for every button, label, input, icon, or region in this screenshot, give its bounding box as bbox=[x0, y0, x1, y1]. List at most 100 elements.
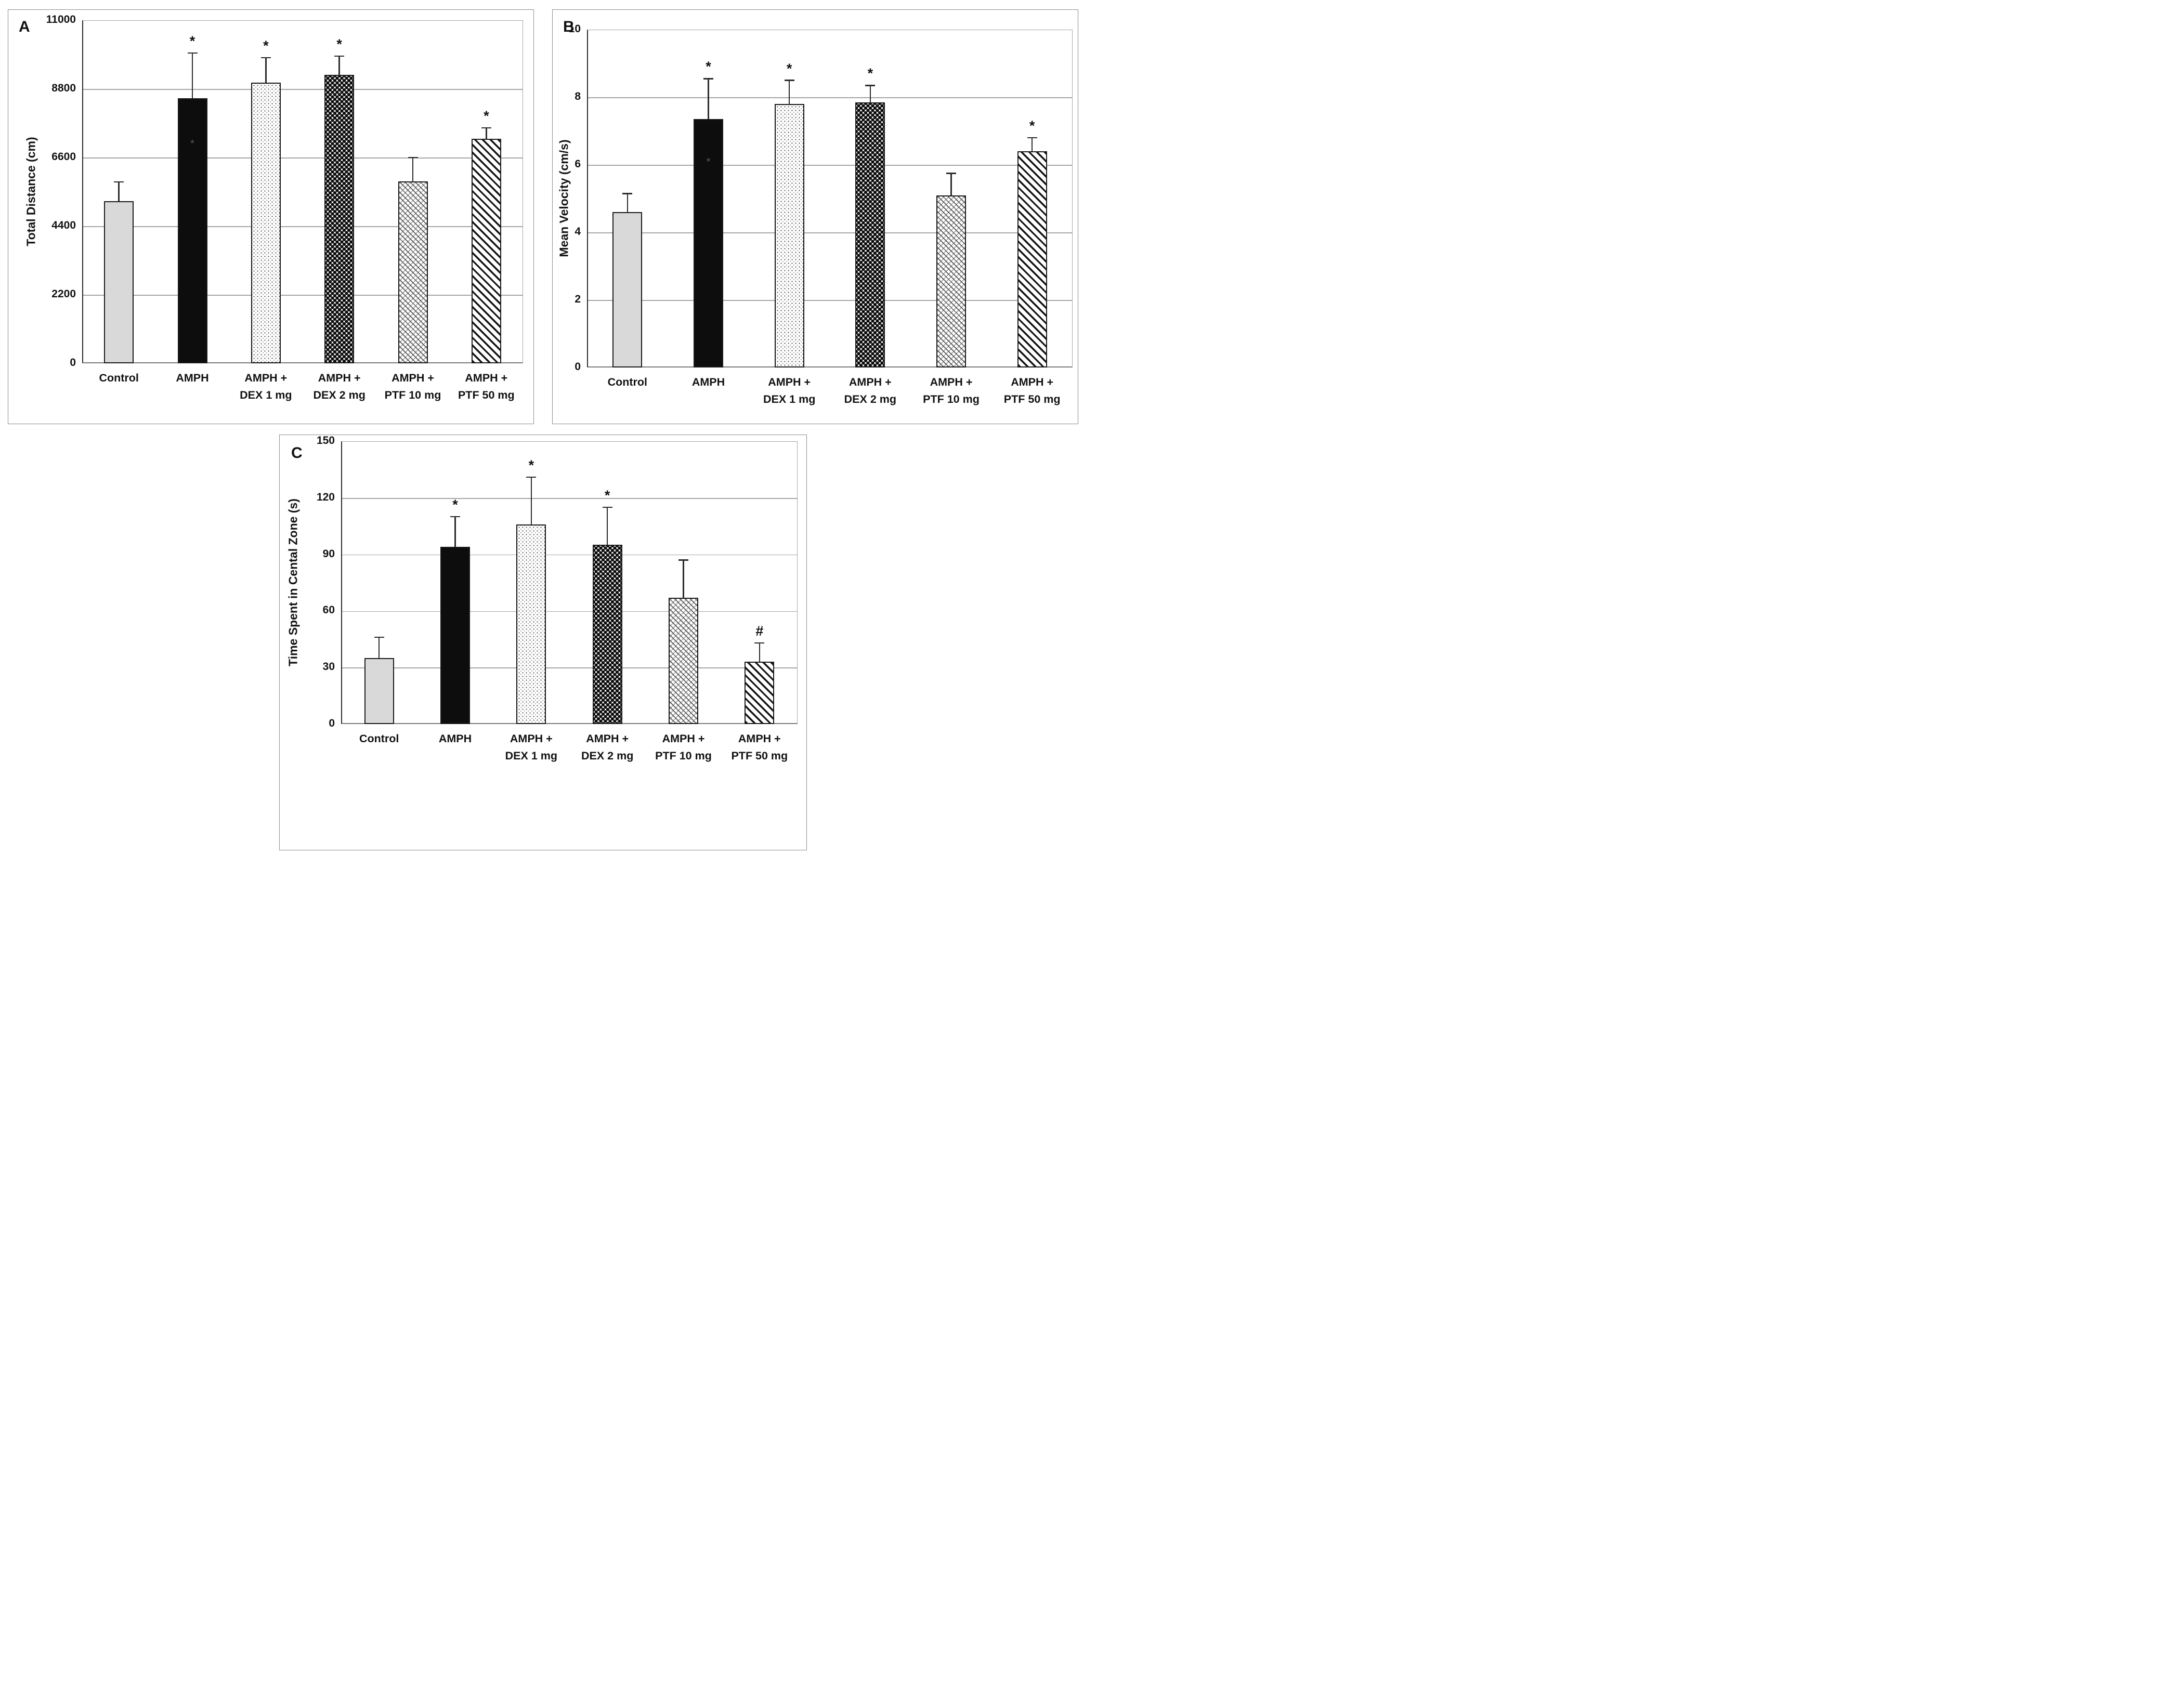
y-tick-label: 8 bbox=[575, 90, 581, 102]
error-bar-stem bbox=[869, 85, 871, 102]
category-label: AMPH bbox=[664, 374, 753, 391]
bar bbox=[324, 75, 355, 363]
significance-marker: * bbox=[189, 33, 195, 49]
category-label-line: DEX 2 mg bbox=[844, 393, 897, 406]
category-label: Control bbox=[583, 374, 672, 391]
y-tick-label: 11000 bbox=[46, 14, 76, 25]
bar bbox=[936, 195, 966, 367]
plot-area bbox=[341, 441, 798, 724]
category-label: AMPH + PTF 10 mg bbox=[369, 370, 457, 404]
y-tick-label: 90 bbox=[322, 547, 335, 560]
category-label-line: PTF 50 mg bbox=[731, 750, 788, 763]
bar bbox=[398, 181, 428, 363]
category-label-line: AMPH bbox=[691, 376, 725, 388]
error-bar-stem bbox=[265, 58, 267, 83]
error-bar-stem bbox=[412, 157, 414, 182]
y-tick-label: 4400 bbox=[51, 219, 76, 231]
gridline bbox=[588, 232, 1072, 233]
bar bbox=[1017, 151, 1047, 367]
error-bar-cap bbox=[260, 57, 271, 59]
error-bar-stem bbox=[338, 56, 340, 75]
bar bbox=[592, 545, 622, 724]
significance-marker: * bbox=[786, 60, 792, 76]
y-axis-title: Time Spent in Cental Zone (s) bbox=[286, 498, 300, 666]
y-tick-label: 6600 bbox=[51, 151, 76, 163]
y-tick-label: 6 bbox=[575, 158, 581, 170]
category-label: Control bbox=[75, 370, 163, 387]
gridline bbox=[83, 226, 523, 227]
error-bar-cap bbox=[408, 156, 418, 159]
error-bar-stem bbox=[454, 517, 456, 547]
category-label-line: PTF 50 mg bbox=[458, 389, 515, 402]
error-bar-cap bbox=[622, 192, 633, 194]
category-label-line: AMPH bbox=[438, 732, 472, 745]
error-bar-stem bbox=[606, 507, 608, 545]
bar bbox=[471, 139, 501, 363]
category-label: AMPH + DEX 2 mg bbox=[295, 370, 384, 404]
category-label: Control bbox=[335, 730, 423, 747]
category-label: AMPH bbox=[148, 370, 237, 387]
category-label-line: DEX 1 mg bbox=[240, 389, 292, 402]
error-bar-cap bbox=[946, 172, 956, 174]
y-tick-label: 10 bbox=[568, 23, 581, 35]
category-label-line: AMPH + bbox=[465, 372, 508, 384]
bar bbox=[669, 598, 698, 724]
error-bar-stem bbox=[118, 181, 120, 201]
y-tick-label: 0 bbox=[329, 717, 335, 729]
significance-marker: * bbox=[867, 65, 873, 82]
significance-marker: # bbox=[755, 623, 764, 639]
category-label-line: AMPH + bbox=[738, 732, 781, 745]
gridline bbox=[588, 165, 1072, 166]
bar bbox=[774, 104, 804, 367]
significance-marker: * bbox=[263, 38, 269, 54]
bar bbox=[745, 662, 775, 724]
gridline bbox=[342, 498, 797, 499]
category-label: AMPH + PTF 10 mg bbox=[907, 374, 996, 409]
bar bbox=[516, 524, 546, 724]
category-label: AMPH + PTF 50 mg bbox=[715, 730, 804, 765]
significance-marker: * bbox=[706, 59, 711, 75]
bar bbox=[612, 212, 643, 367]
category-label: AMPH + DEX 1 mg bbox=[221, 370, 310, 404]
y-tick-label: 2200 bbox=[51, 288, 76, 300]
y-tick-label: 60 bbox=[322, 604, 335, 616]
error-bar-cap bbox=[865, 84, 876, 86]
error-bar-cap bbox=[602, 506, 612, 508]
panel-a: A 0 2200 4400 6600 8800 11000 Total Distance (c… bbox=[8, 9, 534, 424]
error-bar-cap bbox=[187, 52, 198, 54]
error-bar-cap bbox=[334, 55, 345, 57]
error-bar-cap bbox=[754, 642, 765, 644]
category-label: AMPH bbox=[411, 730, 500, 747]
error-bar-stem bbox=[759, 643, 761, 662]
gridline bbox=[342, 554, 797, 556]
error-bar-cap bbox=[374, 636, 384, 638]
plot-area bbox=[587, 30, 1073, 367]
gridline bbox=[342, 667, 797, 668]
gridline bbox=[83, 295, 523, 296]
bar bbox=[104, 201, 134, 363]
bar bbox=[251, 83, 281, 363]
gridline bbox=[588, 97, 1072, 98]
category-label-line: DEX 2 mg bbox=[313, 389, 365, 402]
bar bbox=[177, 98, 207, 363]
category-label-line: AMPH + bbox=[244, 372, 288, 384]
category-label: AMPH + DEX 1 mg bbox=[745, 374, 833, 409]
gridline bbox=[588, 300, 1072, 301]
bar bbox=[855, 102, 885, 367]
error-bar-cap bbox=[114, 181, 124, 183]
category-label-line: Control bbox=[359, 732, 399, 745]
category-label-line: AMPH + bbox=[391, 372, 434, 384]
bar bbox=[364, 658, 394, 724]
error-bar-cap bbox=[526, 476, 537, 478]
category-label-line: DEX 2 mg bbox=[581, 750, 634, 763]
significance-marker: * bbox=[1029, 118, 1035, 134]
error-bar-cap bbox=[481, 127, 491, 129]
gridline bbox=[83, 157, 523, 159]
y-tick-label: 0 bbox=[70, 357, 76, 369]
error-bar-cap bbox=[703, 77, 713, 80]
bar bbox=[694, 119, 723, 367]
error-bar-stem bbox=[378, 637, 380, 659]
error-bar-stem bbox=[486, 128, 487, 139]
y-axis-title: Total Distance (cm) bbox=[24, 137, 38, 246]
gridline bbox=[342, 611, 797, 612]
